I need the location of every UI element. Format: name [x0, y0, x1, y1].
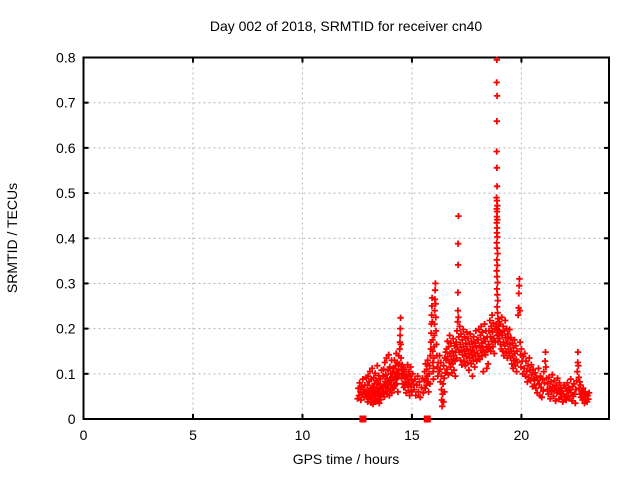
y-tick-label: 0.1 — [56, 366, 76, 382]
x-tick-label: 15 — [404, 427, 420, 443]
y-tick-label: 0.7 — [56, 95, 76, 111]
x-tick-label: 0 — [80, 427, 88, 443]
x-tick-label: 5 — [189, 427, 197, 443]
x-tick-label: 10 — [295, 427, 311, 443]
y-axis-label: SRMTID / TECUs — [4, 183, 20, 293]
chart-title: Day 002 of 2018, SRMTID for receiver cn4… — [210, 18, 483, 34]
y-tick-label: 0.8 — [56, 50, 76, 66]
y-tick-label: 0.2 — [56, 321, 76, 337]
plot-border-and-ticks — [82, 56, 610, 420]
scatter-points — [354, 56, 593, 423]
x-axis-label: GPS time / hours — [293, 451, 400, 467]
y-tick-label: 0 — [68, 411, 76, 427]
x-tick-label: 20 — [514, 427, 530, 443]
tick-labels: 0 5 10 15 20 0 0.1 0.2 0.3 0.4 0.5 0.6 0.7 0.8 — [56, 50, 529, 444]
square-marker — [423, 415, 431, 423]
square-marker — [359, 415, 367, 423]
y-tick-label: 0.6 — [56, 140, 76, 156]
y-tick-label: 0.3 — [56, 275, 76, 291]
y-tick-label: 0.4 — [56, 230, 76, 246]
y-tick-label: 0.5 — [56, 185, 76, 201]
plus-markers — [354, 56, 593, 410]
